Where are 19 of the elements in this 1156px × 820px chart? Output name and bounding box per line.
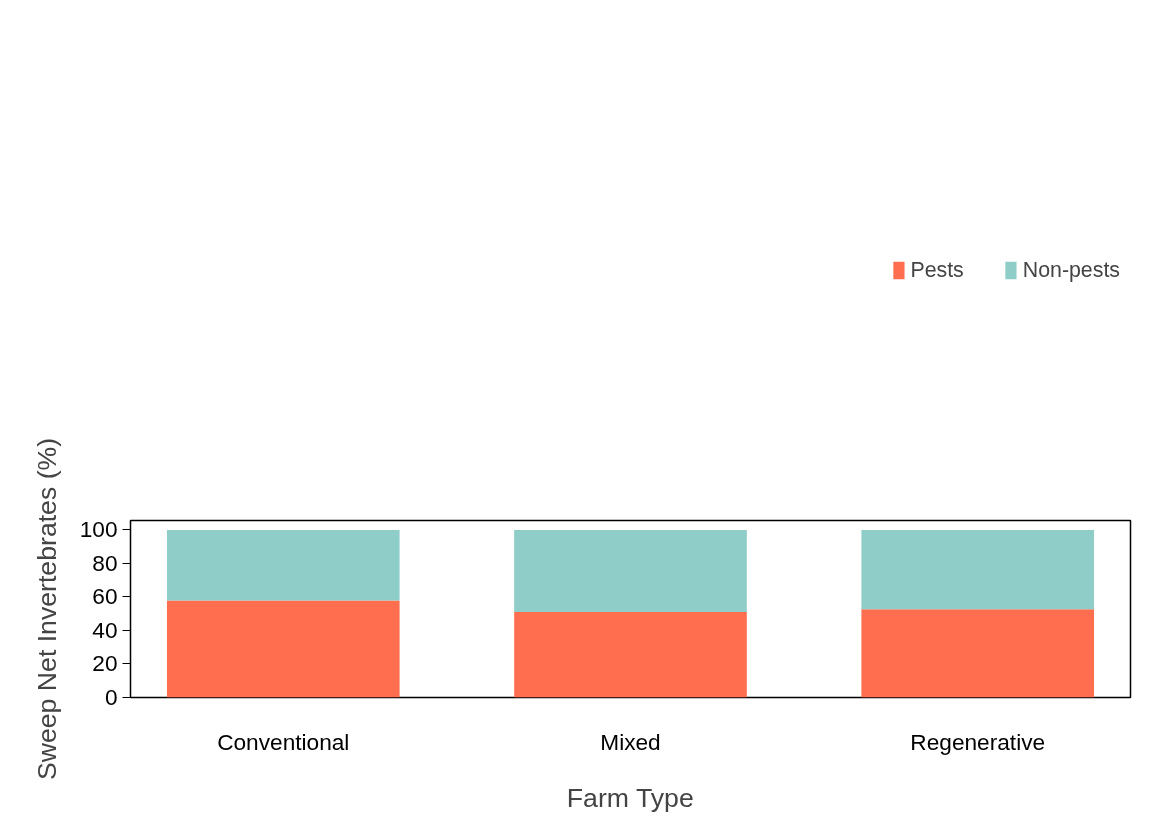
x-axis-title: Farm Type [566,782,694,813]
y-axis-title: Sweep Net Invertebrates (%) [31,437,62,781]
y-tick-label: 20 [92,650,118,677]
bar [861,529,1095,610]
x-tick-label: Regenerative [910,728,1046,755]
y-tick-label: 80 [92,549,118,576]
y-tick-label: 0 [104,684,118,710]
x-tick-label: Conventional [217,728,350,755]
x-tick-label: Mixed [600,728,661,755]
legend-label: Non-pests [1022,257,1120,283]
bar [861,609,1095,698]
y-tick-label: 40 [92,616,118,643]
legend-label: Pests [910,257,964,283]
y-tick-label: 100 [79,516,118,543]
bar [514,612,747,698]
bar [166,600,400,698]
y-tick-label: 60 [92,583,118,610]
bar [514,529,747,613]
bar [166,529,400,601]
